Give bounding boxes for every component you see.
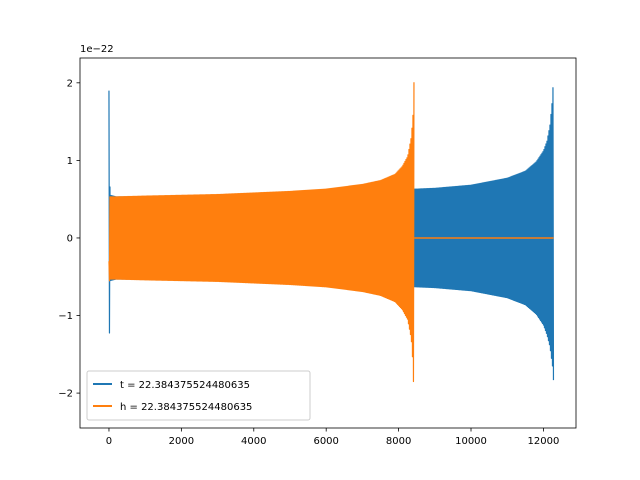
legend-box: [86, 370, 311, 421]
y-scale-label: 1e−22: [80, 44, 114, 55]
x-tick-label: 10000: [455, 436, 487, 447]
y-axis: 2 1 0 −1 −2: [58, 78, 80, 400]
series-layer: [108, 82, 555, 383]
series-line-1: [108, 82, 415, 383]
x-tick-label: 8000: [386, 436, 411, 447]
legend-label-t: t = 22.384375524480635: [120, 380, 250, 391]
x-axis: 0 2000 4000 6000 8000 10000 12000: [106, 428, 560, 447]
x-tick-label: 0: [106, 436, 112, 447]
legend-label-h: h = 22.384375524480635: [120, 402, 252, 413]
x-tick-label: 2000: [169, 436, 194, 447]
y-tick-label: 0: [67, 233, 73, 244]
x-tick-label: 4000: [241, 436, 266, 447]
axes-frame: [79, 57, 577, 429]
y-tick-label: −1: [58, 311, 73, 322]
legend: t = 22.384375524480635 h = 22.3843755244…: [86, 370, 311, 421]
x-tick-label: 6000: [313, 436, 338, 447]
y-tick-label: −2: [58, 389, 73, 400]
y-tick-label: 1: [67, 156, 73, 167]
y-tick-label: 2: [67, 78, 73, 89]
x-tick-label: 12000: [528, 436, 560, 447]
